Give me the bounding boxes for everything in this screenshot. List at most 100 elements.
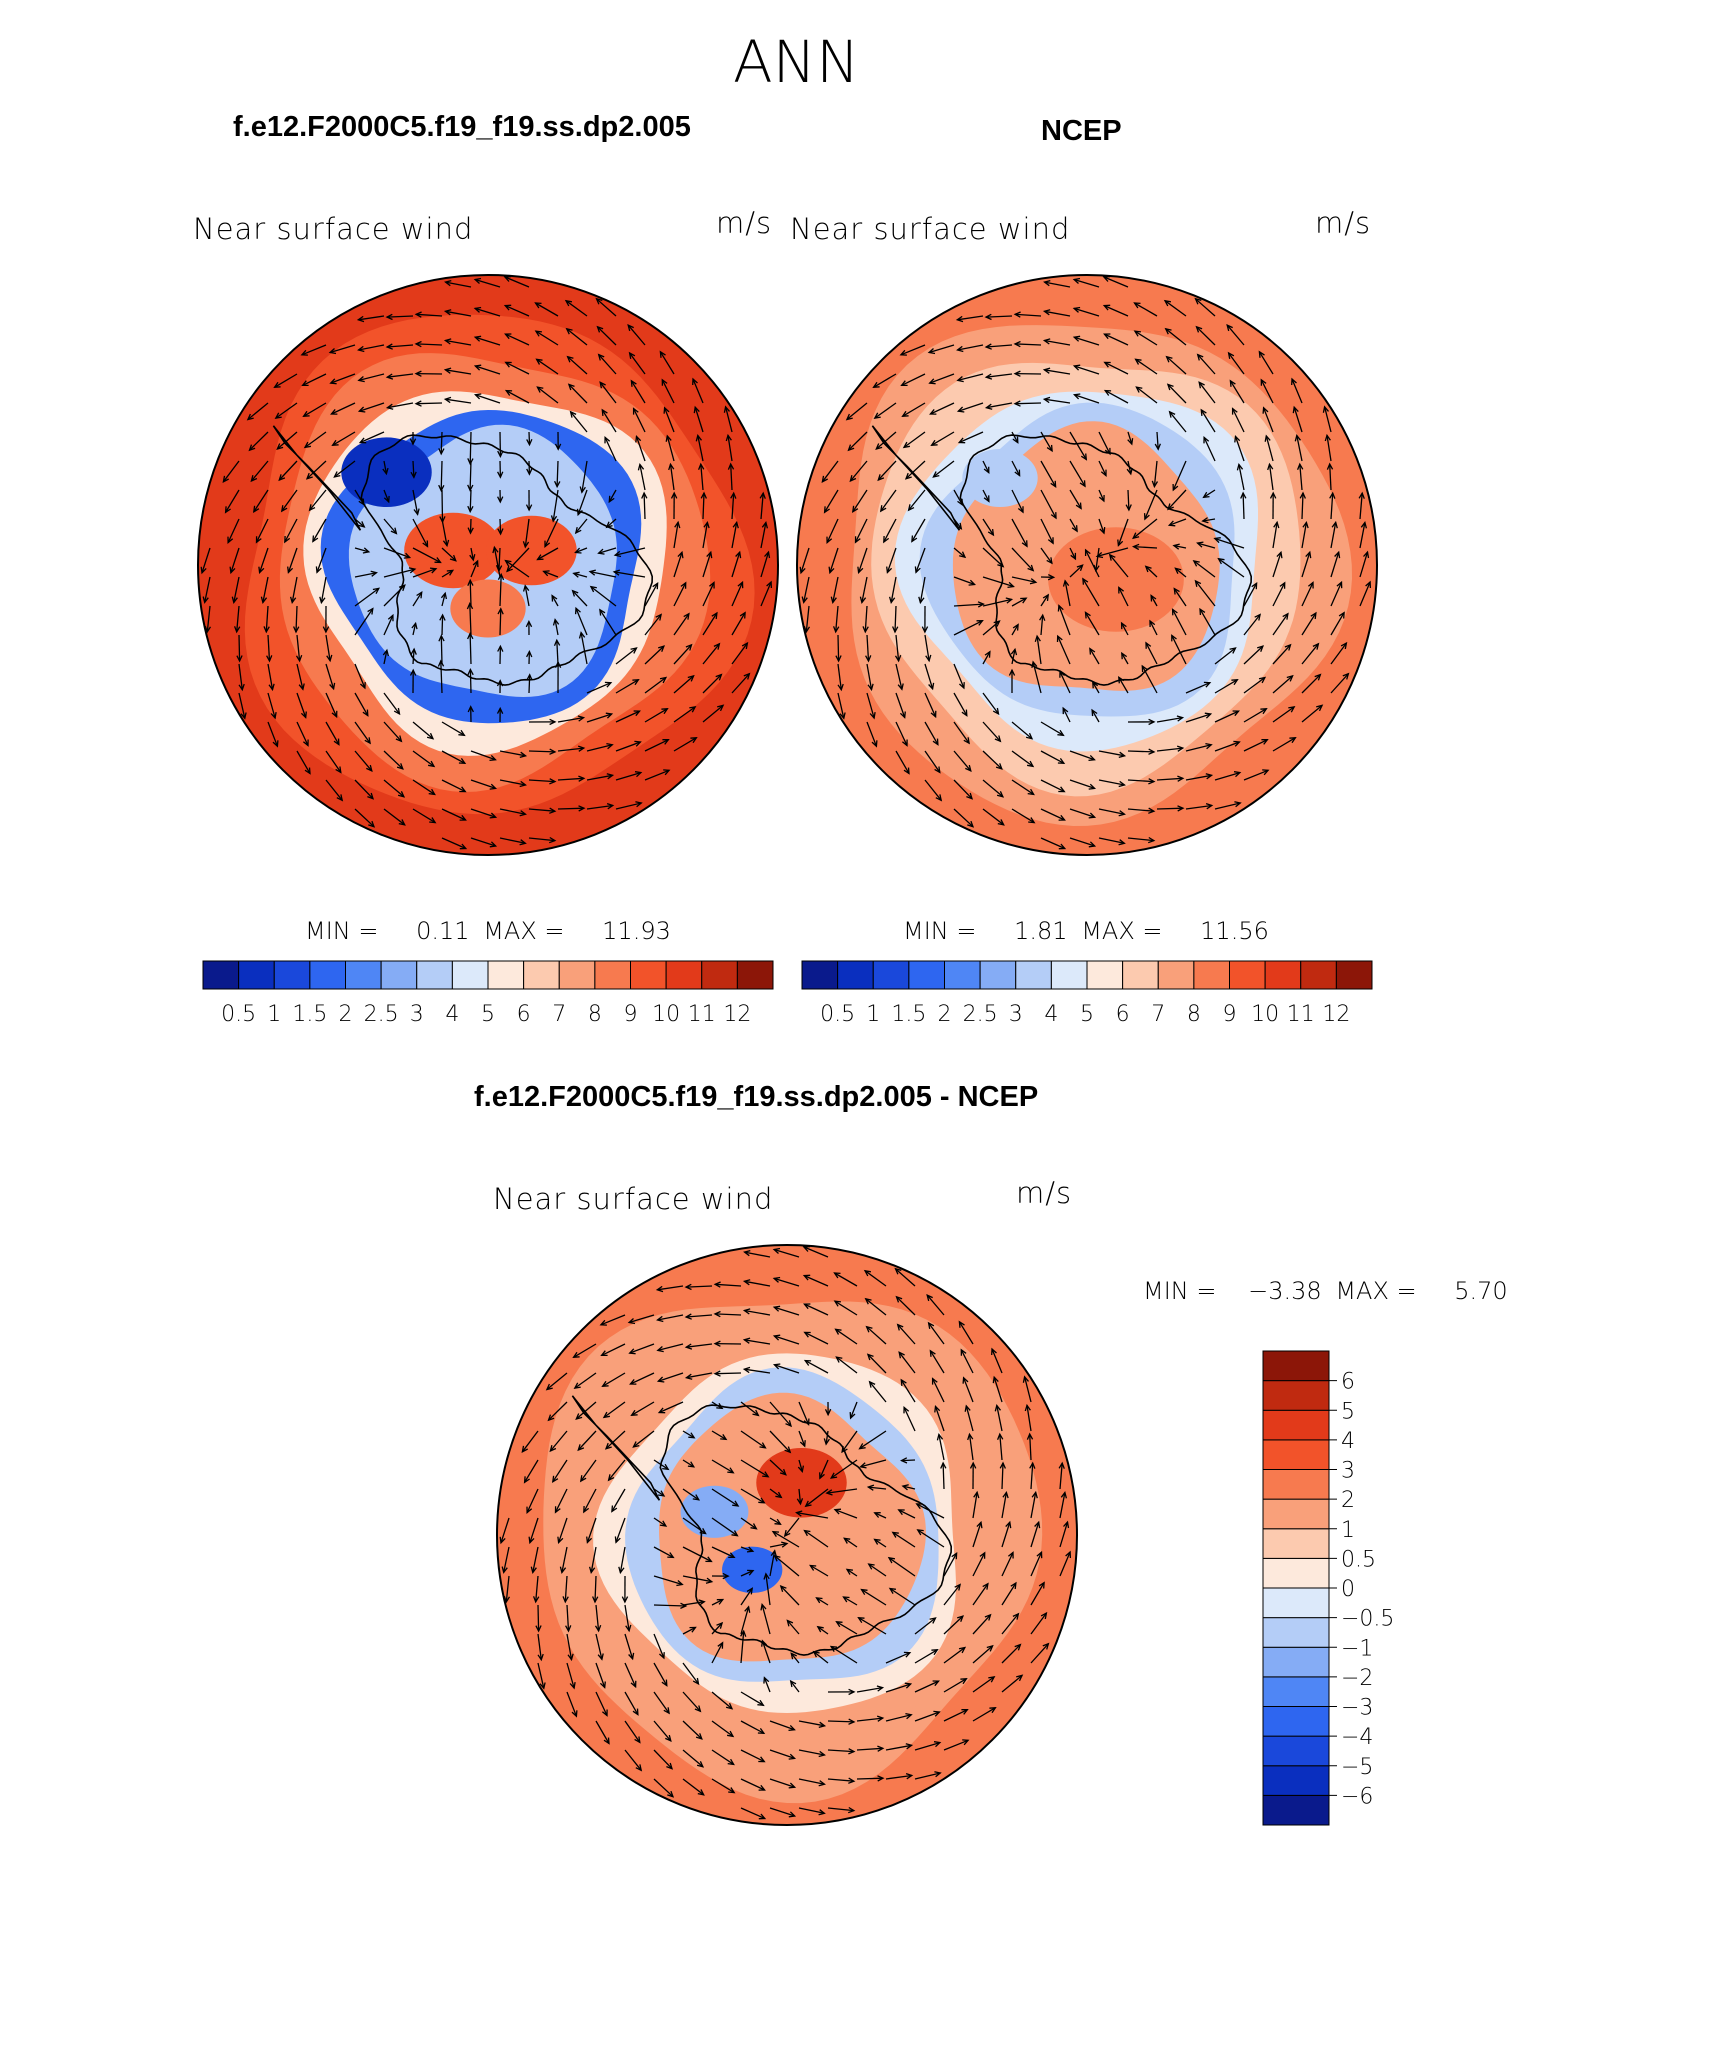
wind-arrow <box>697 435 704 462</box>
wind-arrow <box>827 1807 854 1812</box>
wind-arrow <box>731 642 748 665</box>
wind-arrow-head <box>1176 715 1185 722</box>
wind-arrow <box>897 1324 916 1345</box>
wind-arrow-head <box>1148 778 1156 785</box>
wind-arrow-head <box>410 471 417 479</box>
wind-arrow-head <box>659 676 668 684</box>
colorbar-swatch <box>1264 960 1302 990</box>
wind-arrow-head <box>962 1376 969 1384</box>
wind-arrow-head <box>1165 355 1173 363</box>
wind-arrow-head <box>1021 540 1028 548</box>
wind-arrow <box>761 1604 771 1635</box>
wind-arrow <box>470 560 479 578</box>
wind-arrow <box>740 1488 765 1504</box>
wind-arrow <box>731 493 735 520</box>
colorbar-tick-label: 0.5 <box>221 1002 256 1027</box>
wind-arrow <box>529 1517 539 1543</box>
wind-arrow-head <box>871 740 878 748</box>
wind-arrow <box>1234 436 1245 462</box>
wind-arrow <box>532 1546 539 1573</box>
wind-arrow-head <box>680 1602 688 1609</box>
wind-arrow-head <box>434 557 442 564</box>
wind-arrow-head <box>571 1710 578 1718</box>
wind-arrow <box>383 779 405 798</box>
wind-arrow <box>924 750 941 773</box>
wind-arrow-head <box>1149 619 1156 628</box>
wind-arrow-head <box>594 1624 602 1633</box>
map-border <box>796 274 1378 856</box>
wind-arrow-head <box>287 566 294 574</box>
wind-arrow-head <box>863 1269 872 1277</box>
wind-arrow <box>566 1604 570 1632</box>
contour-blob-0 <box>404 512 503 589</box>
wind-arrow-head <box>1236 463 1244 471</box>
wind-arrow <box>786 1620 800 1635</box>
wind-arrow-head <box>1042 367 1051 374</box>
wind-arrow-head <box>1324 433 1331 442</box>
wind-arrow-head <box>872 381 880 389</box>
colorbar-tick-label: 0.5 <box>1341 1547 1376 1572</box>
wind-arrow <box>1011 721 1033 740</box>
wind-arrow-head <box>865 1325 873 1333</box>
antarctica-coastline <box>659 1404 953 1656</box>
wind-arrow <box>1040 547 1053 564</box>
wind-arrow-head <box>1072 277 1081 284</box>
wind-arrow <box>383 808 406 826</box>
wind-arrow <box>1330 522 1337 549</box>
wind-arrow <box>1069 779 1095 790</box>
wind-arrow-head <box>1127 438 1134 446</box>
wind-arrow <box>598 354 617 375</box>
wind-arrow <box>982 721 1001 742</box>
wind-arrow <box>865 1298 887 1316</box>
wind-arrow-head <box>586 1536 593 1544</box>
wind-arrow-head <box>526 468 533 476</box>
wind-arrow-head <box>443 309 452 316</box>
wind-arrow-head <box>1118 586 1124 594</box>
wind-arrow <box>700 464 704 491</box>
colorbar-tick-label: 6 <box>517 1002 531 1027</box>
wind-arrow <box>769 1430 791 1453</box>
wind-arrow <box>866 663 873 690</box>
wind-arrow-head <box>1042 309 1051 316</box>
wind-arrow <box>1136 386 1158 404</box>
wind-arrow <box>895 634 900 661</box>
wind-arrow <box>602 1372 626 1387</box>
wind-arrow <box>628 1314 655 1324</box>
wind-arrow <box>537 1633 542 1660</box>
wind-arrow-head <box>496 679 504 687</box>
wind-arrow <box>982 576 1014 588</box>
wind-arrow-head <box>1040 1611 1048 1620</box>
wind-arrow-head <box>501 1566 508 1574</box>
wind-arrow <box>595 1691 608 1716</box>
wind-arrow <box>296 750 311 774</box>
colorbar-swatch <box>1335 960 1373 990</box>
wind-arrow-head <box>1234 434 1241 443</box>
wind-arrow <box>895 663 903 690</box>
wind-arrow <box>790 1680 800 1693</box>
wind-arrow-head <box>358 498 365 506</box>
wind-arrow <box>798 1488 802 1504</box>
wind-arrow-head <box>573 1382 581 1389</box>
wind-arrow-head <box>683 612 690 620</box>
wind-arrow <box>627 324 646 346</box>
wind-arrow <box>499 750 526 757</box>
wind-arrow-head <box>224 506 231 514</box>
wind-arrow <box>565 300 588 317</box>
wind-arrow-head <box>742 1366 751 1374</box>
wind-arrow <box>982 750 1003 770</box>
wind-arrow <box>731 552 741 578</box>
colorbar-swatch <box>1262 1794 1330 1826</box>
wind-arrow <box>841 1430 858 1453</box>
wind-arrow-head <box>315 566 322 574</box>
wind-arrow <box>724 406 733 433</box>
wind-arrow <box>834 1272 858 1287</box>
wind-arrow-head <box>467 578 474 587</box>
wind-arrow <box>836 1356 858 1374</box>
wind-arrow <box>546 1372 568 1391</box>
wind-arrow-head <box>859 596 867 604</box>
wind-arrow-head <box>656 1315 664 1323</box>
colorbar-swatch <box>1086 960 1124 990</box>
colorbar-swatch <box>1157 960 1195 990</box>
wind-arrow-head <box>826 536 833 544</box>
wind-arrow-head <box>1057 729 1065 737</box>
